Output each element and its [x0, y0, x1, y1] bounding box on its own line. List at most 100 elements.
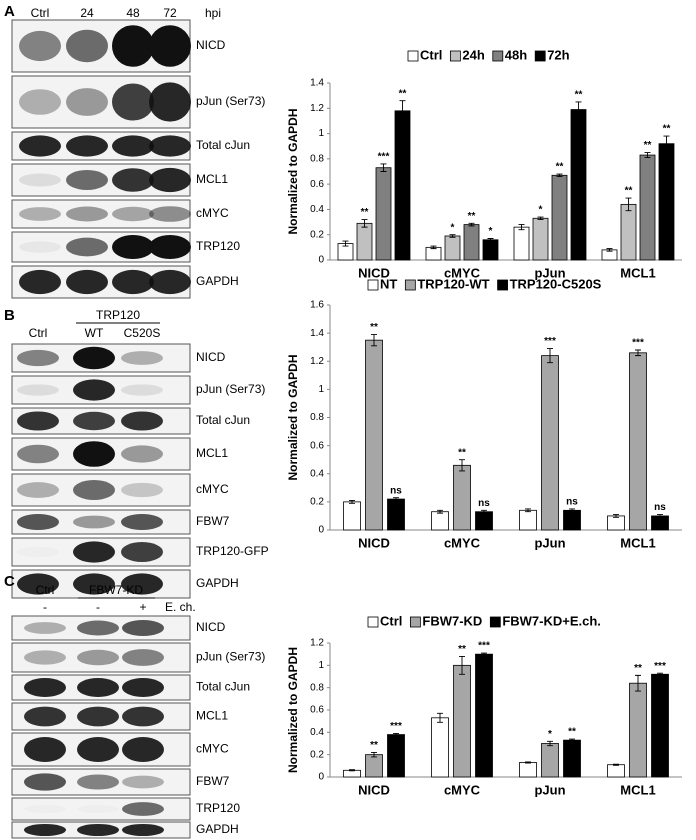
legend-label: Ctrl — [380, 613, 402, 628]
y-tick-label: 0 — [318, 525, 324, 536]
y-tick-label: 0.2 — [310, 749, 324, 760]
error-bar — [625, 197, 632, 212]
y-tick-label: 0.4 — [310, 727, 324, 738]
blot-band — [24, 706, 66, 727]
significance: ** — [468, 211, 476, 222]
y-axis-label: Normalized to GAPDH — [286, 647, 300, 773]
error-bar — [487, 238, 494, 242]
legend-label: FBW7-KD — [422, 613, 482, 628]
bar — [513, 226, 530, 261]
y-tick-label: 0.6 — [310, 179, 324, 190]
significance: * — [451, 222, 455, 233]
blot-band — [66, 29, 108, 63]
bar — [651, 515, 669, 531]
lane-label: 72 — [163, 6, 177, 20]
blot-band — [66, 269, 108, 295]
significance: ns — [478, 498, 490, 509]
bar — [551, 174, 568, 261]
error-bar — [575, 101, 582, 118]
lane-label: WT — [85, 326, 104, 340]
blot-band — [66, 170, 108, 190]
error-bar — [635, 349, 641, 357]
blot-band — [149, 269, 191, 295]
y-axis-label: Normalized to GAPDH — [286, 354, 300, 480]
error-bar — [349, 769, 355, 772]
blot-band — [112, 83, 154, 121]
blot-label: pJun (Ser73) — [196, 94, 265, 108]
blot-band — [73, 541, 115, 563]
significance: ** — [556, 162, 564, 173]
group-label: TRP120 — [96, 308, 140, 322]
bar — [394, 110, 411, 261]
x-tick-label: pJun — [534, 782, 565, 797]
blot-band — [19, 173, 61, 187]
significance: * — [539, 205, 543, 216]
blot-box — [11, 199, 191, 229]
blot-band — [77, 805, 119, 813]
x-tick-label: NICD — [358, 265, 390, 280]
significance: ** — [625, 186, 633, 197]
blot-band — [122, 823, 164, 837]
blot-band — [121, 411, 163, 431]
bar — [463, 224, 480, 261]
blot-band — [17, 411, 59, 431]
blot-band — [24, 773, 66, 791]
blot-band — [24, 737, 66, 762]
blot-label: MCL1 — [196, 446, 228, 460]
blot-band — [24, 650, 66, 665]
legend-swatch — [407, 50, 419, 62]
blot-band — [112, 168, 154, 192]
legend-label: FBW7-KD+E.ch. — [502, 613, 601, 628]
blot-label: GAPDH — [196, 822, 239, 836]
error-bar — [663, 135, 670, 152]
blot-band — [17, 444, 59, 464]
blot-label: Total cJun — [196, 413, 250, 427]
x-tick-label: pJun — [534, 265, 565, 280]
bar — [375, 167, 392, 261]
significance: ** — [644, 140, 652, 151]
error-bar — [635, 674, 641, 692]
error-bar — [547, 348, 553, 364]
blot-band — [149, 235, 191, 259]
bar — [620, 203, 637, 261]
blot-label: MCL1 — [196, 172, 228, 186]
bar — [658, 143, 675, 261]
bar — [365, 754, 383, 778]
y-tick-label: 0.8 — [310, 682, 324, 693]
x-tick-label: NICD — [358, 782, 390, 797]
error-bar — [525, 761, 531, 764]
error-bar — [361, 219, 368, 228]
x-tick-label: MCL1 — [620, 535, 655, 550]
blot-band — [122, 649, 164, 666]
error-bar — [380, 163, 387, 172]
error-bar — [468, 222, 475, 227]
blot-label: FBW7 — [196, 514, 230, 528]
bar — [563, 739, 581, 778]
significance: ** — [370, 322, 378, 333]
legend-label: NT — [380, 276, 397, 291]
bar — [365, 339, 383, 531]
bar — [453, 664, 471, 778]
error-bar — [371, 334, 377, 347]
blot-band — [149, 135, 191, 157]
lane-label: Ctrl — [36, 583, 55, 597]
blot-band — [121, 351, 163, 365]
bar — [651, 673, 669, 778]
blot-band — [122, 802, 164, 816]
error-bar — [613, 514, 619, 518]
blot-band — [77, 649, 119, 666]
error-bar — [349, 500, 355, 504]
significance: *** — [632, 338, 644, 349]
blot-band — [122, 678, 164, 697]
error-bar — [644, 152, 651, 159]
significance: ** — [361, 207, 369, 218]
blot-band — [73, 441, 115, 467]
significance: ** — [568, 727, 576, 738]
error-bar — [342, 240, 349, 247]
legend-label: 72h — [547, 47, 569, 62]
error-bar — [569, 508, 575, 513]
blot-band — [112, 25, 154, 67]
blot-band — [19, 207, 61, 221]
significance: * — [548, 729, 552, 740]
